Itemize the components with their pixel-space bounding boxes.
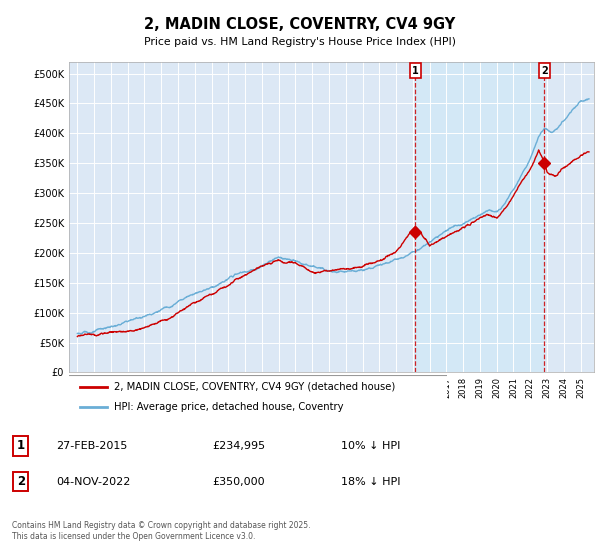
Text: Price paid vs. HM Land Registry's House Price Index (HPI): Price paid vs. HM Land Registry's House … bbox=[144, 37, 456, 47]
Text: £350,000: £350,000 bbox=[212, 477, 265, 487]
Text: 18% ↓ HPI: 18% ↓ HPI bbox=[341, 477, 401, 487]
Text: 04-NOV-2022: 04-NOV-2022 bbox=[56, 477, 130, 487]
Text: 1: 1 bbox=[412, 66, 419, 76]
Text: 2, MADIN CLOSE, COVENTRY, CV4 9GY: 2, MADIN CLOSE, COVENTRY, CV4 9GY bbox=[145, 17, 455, 32]
Text: 1: 1 bbox=[17, 439, 25, 452]
Bar bbox=[415, 62, 544, 372]
Text: 10% ↓ HPI: 10% ↓ HPI bbox=[341, 441, 401, 451]
Text: 2: 2 bbox=[541, 66, 548, 76]
Text: 2, MADIN CLOSE, COVENTRY, CV4 9GY (detached house): 2, MADIN CLOSE, COVENTRY, CV4 9GY (detac… bbox=[115, 382, 395, 392]
FancyBboxPatch shape bbox=[65, 375, 451, 418]
Text: 27-FEB-2015: 27-FEB-2015 bbox=[56, 441, 127, 451]
Text: HPI: Average price, detached house, Coventry: HPI: Average price, detached house, Cove… bbox=[115, 402, 344, 412]
Text: £234,995: £234,995 bbox=[212, 441, 265, 451]
Text: 2: 2 bbox=[17, 475, 25, 488]
Text: Contains HM Land Registry data © Crown copyright and database right 2025.
This d: Contains HM Land Registry data © Crown c… bbox=[12, 521, 310, 540]
